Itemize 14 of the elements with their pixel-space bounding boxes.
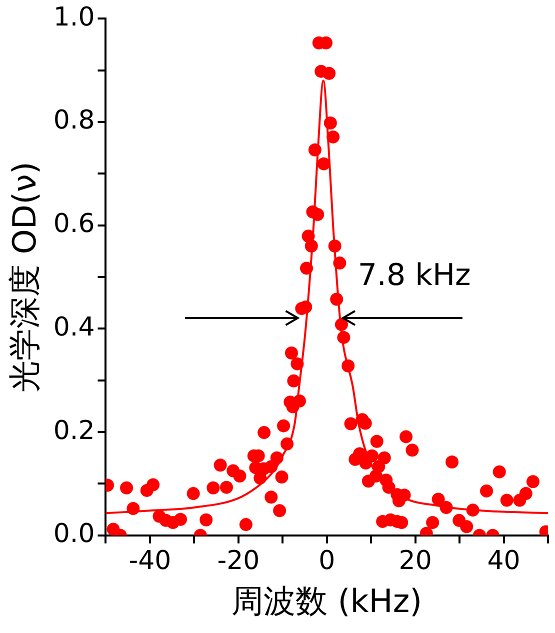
x-tick-label: 0 <box>318 546 336 576</box>
y-tick-label: 0.2 <box>53 416 95 446</box>
x-tick-label: -20 <box>217 546 260 576</box>
annotation: 7.8 kHz <box>358 258 471 293</box>
y-tick-label: 0.8 <box>53 106 95 136</box>
y-tick-label: 0.4 <box>53 312 95 342</box>
y-tick-label: 1.0 <box>53 2 95 32</box>
x-tick-label: 40 <box>487 546 520 576</box>
y-axis-title: 光学深度 OD(ν) <box>6 162 44 392</box>
y-tick-label: 0.0 <box>53 519 95 550</box>
x-axis-title: 周波数 (kHz) <box>232 582 422 620</box>
x-tick-label: -40 <box>128 546 172 576</box>
y-tick-label: 0.6 <box>53 209 95 240</box>
x-tick-label: 20 <box>398 546 432 576</box>
